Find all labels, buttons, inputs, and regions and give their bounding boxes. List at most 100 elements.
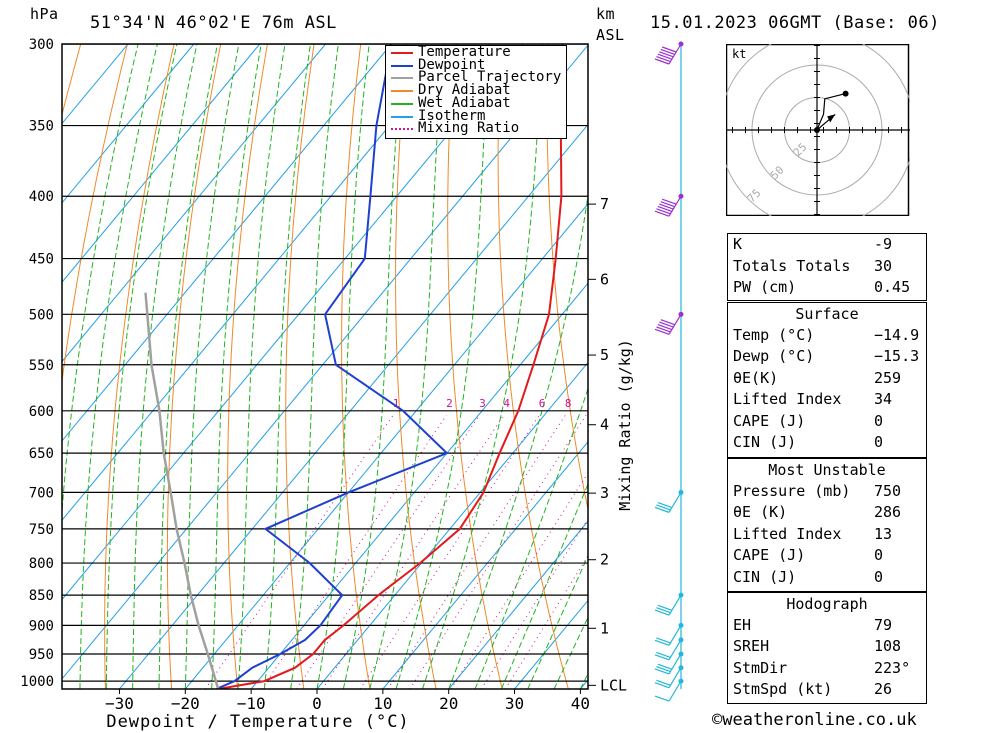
legend-swatch [391, 77, 413, 80]
surface-li-value: 34 [874, 390, 893, 408]
x-tick-label: −30 [105, 694, 134, 713]
surface-cape-value: 0 [874, 411, 884, 430]
most-unstable-table: Most Unstable Pressure (mb) 750 θE (K) 286… [727, 458, 927, 592]
totals-totals-value: 30 [874, 256, 893, 275]
eh-value: 79 [874, 615, 893, 634]
stmspd-label: StmSpd (kt) [733, 680, 833, 698]
wet-adiabat-line [342, 44, 405, 689]
wet-adiabat-line [237, 44, 286, 689]
mixing-ratio-label: 4 [503, 397, 510, 410]
wet-adiabat-line [395, 44, 490, 689]
mu-cape-label: CAPE (J) [733, 546, 806, 564]
pw-value: 0.45 [874, 278, 911, 296]
pressure-tick-label: 450 [29, 252, 54, 268]
pw-label: PW (cm) [733, 278, 797, 296]
legend-item: Dry Adiabat [386, 82, 564, 98]
wet-adiabat-line [421, 44, 543, 689]
plot-frame [61, 43, 589, 690]
pressure-tick-label: 600 [29, 404, 54, 420]
dry-adiabat-line [497, 44, 569, 689]
dry-adiabat-line [227, 44, 268, 689]
dry-adiabat-line [341, 44, 371, 689]
dry-adiabat-line [395, 44, 437, 689]
pressure-tick-label: 400 [29, 189, 54, 205]
pressure-tick-label: 550 [29, 358, 54, 374]
surface-thetae-label: θE(K) [733, 368, 779, 387]
isotherm-line [316, 361, 588, 689]
mixing-ratio-axis-label: Mixing Ratio (g/kg) [616, 339, 634, 511]
isotherm-line [119, 123, 588, 689]
surface-thetae-value: 259 [874, 368, 902, 387]
x-tick-label: 20 [439, 694, 458, 713]
isotherm-line [448, 520, 588, 689]
wet-adiabat-line [369, 44, 445, 689]
hodograph-origin [814, 127, 820, 133]
dry-adiabat-line [546, 44, 588, 512]
storm-motion-arrowhead [827, 114, 836, 123]
dry-adiabat-line [62, 44, 128, 385]
mixing-ratio-line [321, 414, 505, 689]
legend-swatch [391, 128, 413, 131]
wet-adiabat-line [316, 44, 370, 689]
isotherm-line [62, 44, 458, 521]
wet-adiabat-line [263, 44, 311, 689]
legend-label: Dewpoint [418, 56, 486, 73]
pressure-tick-label: 350 [29, 119, 54, 135]
km-tick-label: 7 [600, 195, 609, 213]
dewpoint-profile [215, 44, 449, 689]
legend-label: Temperature [418, 44, 511, 60]
copyright-footer: ©weatheronline.co.uk [712, 710, 917, 730]
isotherm-line [62, 44, 588, 680]
wind-barb [654, 314, 682, 335]
km-tick-label: 2 [600, 551, 609, 569]
surface-title: Surface [795, 305, 859, 323]
km-tick-label: LCL [600, 676, 627, 694]
hodograph-endpoint [842, 90, 849, 97]
wet-adiabat-line [79, 44, 158, 689]
km-tick-label: 6 [600, 270, 609, 288]
dry-adiabat-line [447, 44, 503, 689]
legend-swatch [391, 102, 413, 105]
mu-cin-value: 0 [874, 567, 884, 586]
surface-cin-label: CIN (J) [733, 433, 797, 451]
legend: Temperature Dewpoint Parcel Trajectory Dry … [385, 44, 567, 139]
dry-adiabat-line [968, 44, 1000, 689]
x-tick-label: 40 [571, 694, 590, 713]
mixing-ratio-label: 1 [393, 397, 400, 410]
wind-barb [654, 680, 682, 702]
legend-label: Mixing Ratio [418, 120, 520, 137]
pressure-tick-label: 950 [29, 647, 54, 663]
mixing-ratio-label: 2 [446, 397, 453, 410]
legend-item: Wet Adiabat [386, 95, 564, 111]
wet-adiabat-line [553, 616, 588, 689]
surface-dewp-value: −15.3 [874, 347, 920, 365]
sreh-value: 108 [874, 637, 902, 655]
totals-totals-label: Totals Totals [733, 256, 851, 275]
pressure-tick-label: 900 [29, 618, 54, 634]
isotherm-line [250, 282, 588, 689]
mu-li-label: Lifted Index [733, 524, 842, 543]
eh-label: EH [733, 615, 752, 634]
x-tick-label: 30 [505, 694, 524, 713]
legend-item: Temperature [386, 44, 564, 60]
pressure-tick-label: 500 [29, 307, 54, 323]
wind-barb [654, 625, 682, 646]
wind-barb [654, 594, 682, 616]
hodograph-trace [816, 93, 846, 131]
mu-pressure-label: Pressure (mb) [733, 481, 851, 500]
pressure-tick-label: 800 [29, 556, 54, 572]
mixing-ratio-line [387, 414, 566, 689]
surface-cape-label: CAPE (J) [733, 411, 806, 430]
wet-adiabat-line [62, 44, 139, 518]
wind-barb [654, 653, 682, 675]
hodograph-unit: kt [732, 47, 746, 61]
surface-table: Surface Temp (°C) −14.9 Dewp (°C) −15.3 θE… [727, 302, 927, 458]
pressure-tick-label: 750 [29, 522, 54, 538]
asl-unit-label: ASL [596, 26, 625, 44]
x-tick-label: 10 [373, 694, 392, 713]
dry-adiabat-line [594, 44, 700, 689]
indices-table: K -9 Totals Totals 30 PW (cm) 0.45 [727, 233, 927, 301]
mixing-ratio-label: 3 [479, 397, 486, 410]
stmdir-value: 223° [874, 658, 911, 677]
